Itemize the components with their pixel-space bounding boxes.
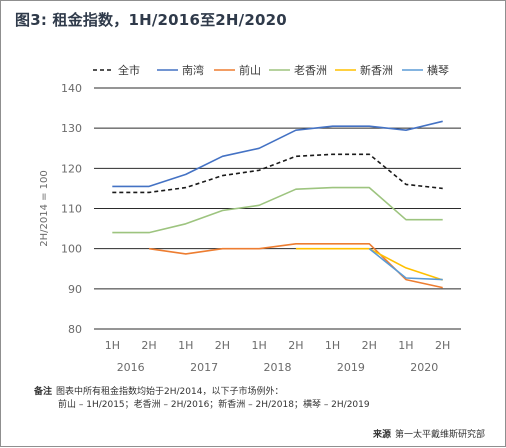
y-tick-label: 120 xyxy=(61,162,82,175)
series-line-4 xyxy=(112,186,443,234)
x-year-label: 2018 xyxy=(264,361,292,374)
legend-label-5: 新香洲 xyxy=(360,63,393,77)
x-tick-label: 1H xyxy=(398,339,413,352)
y-tick-label: 130 xyxy=(61,122,82,135)
y-tick-label: 80 xyxy=(68,323,82,336)
source-label: 来源 xyxy=(372,430,391,440)
note-line-2: 前山 – 1H/2015；老香洲 – 2H/2016；新香洲 – 2H/2018… xyxy=(58,400,370,410)
x-tick-label: 2H xyxy=(288,339,303,352)
x-tick-label: 2H xyxy=(215,339,230,352)
x-year-label: 2020 xyxy=(410,361,438,374)
series-line-6 xyxy=(368,248,443,281)
x-tick-label: 2H xyxy=(141,339,156,352)
legend-label-3: 前山 xyxy=(239,63,261,77)
source-text: 第一太平戴维斯研究部 xyxy=(394,430,485,440)
series-line-2 xyxy=(112,120,443,188)
y-tick-label: 140 xyxy=(61,82,82,95)
series-line-1 xyxy=(112,153,443,194)
chart-source: 来源 第一太平戴维斯研究部 xyxy=(373,427,485,440)
y-axis-label: 2H/2014 = 100 xyxy=(39,170,50,247)
y-tick-label: 90 xyxy=(68,283,82,296)
legend-label-4: 老香洲 xyxy=(294,64,327,77)
x-tick-label: 1H xyxy=(178,339,193,352)
x-year-label: 2017 xyxy=(190,361,218,374)
x-tick-label: 2H xyxy=(362,339,377,352)
x-tick-label: 1H xyxy=(325,339,340,352)
series-line-3 xyxy=(148,243,443,289)
x-year-label: 2016 xyxy=(117,361,145,374)
x-tick-label: 1H xyxy=(252,339,267,352)
note-label: 备注 xyxy=(34,387,53,397)
x-tick-label: 1H xyxy=(105,339,120,352)
chart-note: 备注 图表中所有租金指数均始于2H/2014，以下子市场例外： 前山 – 1H/2… xyxy=(34,386,370,412)
y-tick-label: 100 xyxy=(61,243,82,256)
y-tick-label: 110 xyxy=(61,203,82,216)
note-line-1: 图表中所有租金指数均始于2H/2014，以下子市场例外： xyxy=(56,387,284,397)
x-year-label: 2019 xyxy=(337,361,365,374)
legend-label-6: 横琴 xyxy=(427,63,449,77)
legend-label-1: 全市 xyxy=(118,63,140,77)
x-tick-label: 2H xyxy=(435,339,450,352)
series-line-5 xyxy=(295,247,443,281)
chart-title: 图3: 租金指数，1H/2016至2H/2020 xyxy=(15,11,287,29)
legend-label-2: 南湾 xyxy=(182,63,204,77)
